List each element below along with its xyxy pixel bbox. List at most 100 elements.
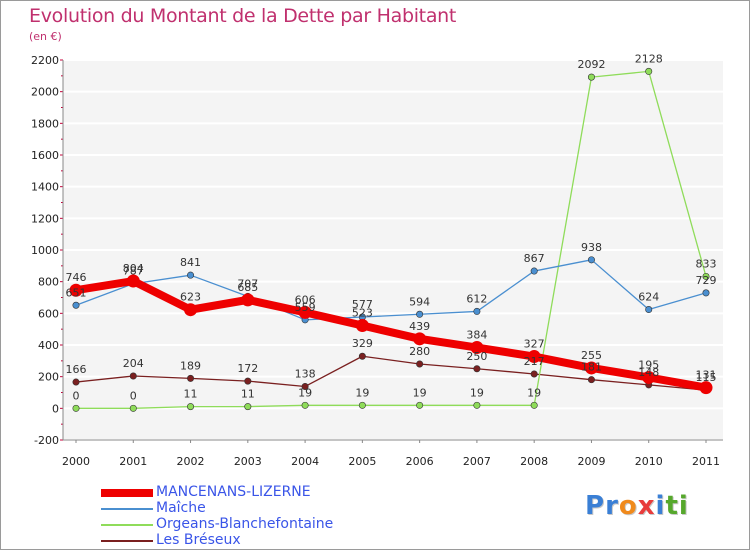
proxiti-logo: Proxiti	[585, 491, 689, 521]
data-point	[473, 365, 481, 373]
legend-label: Orgeans-Blanchefontaine	[156, 516, 334, 532]
x-tick-label: 2004	[291, 455, 319, 468]
data-label: 624	[638, 291, 659, 304]
data-label: 255	[581, 349, 602, 362]
data-point	[126, 274, 140, 288]
data-point	[702, 289, 710, 297]
data-point	[699, 381, 713, 395]
data-label: 804	[123, 262, 144, 275]
data-point	[187, 271, 195, 279]
data-point	[587, 376, 595, 384]
data-point	[473, 401, 481, 409]
data-point	[527, 350, 541, 364]
y-tick-label: 1200	[31, 212, 59, 225]
logo-letter: t	[665, 491, 679, 521]
chart-title: Evolution du Montant de la Dette par Hab…	[29, 5, 457, 27]
data-label: 204	[123, 357, 144, 370]
data-label: 938	[581, 241, 602, 254]
x-tick-label: 2002	[177, 455, 205, 468]
y-tick-label: 1400	[31, 181, 59, 194]
data-point	[187, 374, 195, 382]
data-label: 115	[696, 371, 717, 384]
data-point	[530, 267, 538, 275]
data-label: 19	[413, 386, 427, 399]
data-point	[72, 378, 80, 386]
data-point	[587, 73, 595, 81]
data-label: 195	[638, 358, 659, 371]
data-point	[72, 301, 80, 309]
y-tick-label: 400	[38, 339, 59, 352]
series-line-0	[72, 277, 710, 392]
data-label: 327	[524, 338, 545, 351]
logo-letter: r	[605, 491, 619, 521]
y-tick-label: 1000	[31, 244, 59, 257]
data-label: 148	[638, 366, 659, 379]
data-point	[530, 401, 538, 409]
data-point	[301, 382, 309, 390]
data-label: 787	[123, 265, 144, 278]
logo-letter: P	[585, 491, 606, 521]
x-tick-label: 2007	[463, 455, 491, 468]
data-label: 559	[295, 301, 316, 314]
data-point	[184, 303, 198, 317]
data-label: 729	[696, 274, 717, 287]
data-label: 2128	[635, 52, 663, 65]
data-label: 577	[352, 298, 373, 311]
data-label: 0	[130, 389, 137, 402]
data-point	[72, 404, 80, 412]
data-point	[530, 370, 538, 378]
y-tick-label: 1800	[31, 117, 59, 130]
x-tick-label: 2009	[577, 455, 605, 468]
data-point	[129, 404, 137, 412]
y-tick-label: 2200	[31, 54, 59, 67]
data-label: 172	[237, 362, 258, 375]
x-tick-label: 2006	[406, 455, 434, 468]
legend-label: Maîche	[156, 500, 206, 516]
logo-letter: i	[678, 491, 689, 521]
data-label: 685	[237, 281, 258, 294]
logo-letter: x	[637, 491, 656, 521]
data-label: 746	[66, 271, 87, 284]
x-tick-label: 2008	[520, 455, 548, 468]
legend-label: MANCENANS-LIZERNE	[156, 484, 311, 500]
data-label: 250	[466, 350, 487, 363]
data-label: 19	[355, 386, 369, 399]
data-point	[187, 403, 195, 411]
data-label: 833	[696, 257, 717, 270]
data-label: 606	[295, 293, 316, 306]
x-tick-label: 2003	[234, 455, 262, 468]
data-point	[355, 319, 369, 333]
data-label: 384	[466, 329, 487, 342]
data-point	[645, 67, 653, 75]
data-point	[416, 360, 424, 368]
data-label: 841	[180, 256, 201, 269]
data-label: 623	[180, 291, 201, 304]
data-label: 19	[527, 386, 541, 399]
y-tick-label: 200	[38, 371, 59, 384]
data-point	[358, 401, 366, 409]
data-point	[129, 372, 137, 380]
data-point	[470, 341, 484, 355]
data-label: 2092	[577, 58, 605, 71]
data-point	[642, 370, 656, 384]
legend-swatch	[101, 540, 153, 542]
data-label: 217	[524, 355, 545, 368]
data-label: 594	[409, 295, 430, 308]
y-tick-label: 0	[52, 402, 59, 415]
data-label: 651	[66, 286, 87, 299]
data-label: 166	[66, 363, 87, 376]
data-label: 131	[696, 369, 717, 382]
series-line-2	[75, 70, 707, 409]
data-point	[416, 401, 424, 409]
y-tick-label: -200	[34, 434, 59, 447]
data-label: 181	[581, 361, 602, 374]
data-point	[413, 332, 427, 346]
data-point	[241, 293, 255, 307]
data-label: 707	[237, 277, 258, 290]
data-label: 439	[409, 320, 430, 333]
data-label: 867	[524, 252, 545, 265]
x-tick-label: 2000	[62, 455, 90, 468]
data-label: 329	[352, 337, 373, 350]
